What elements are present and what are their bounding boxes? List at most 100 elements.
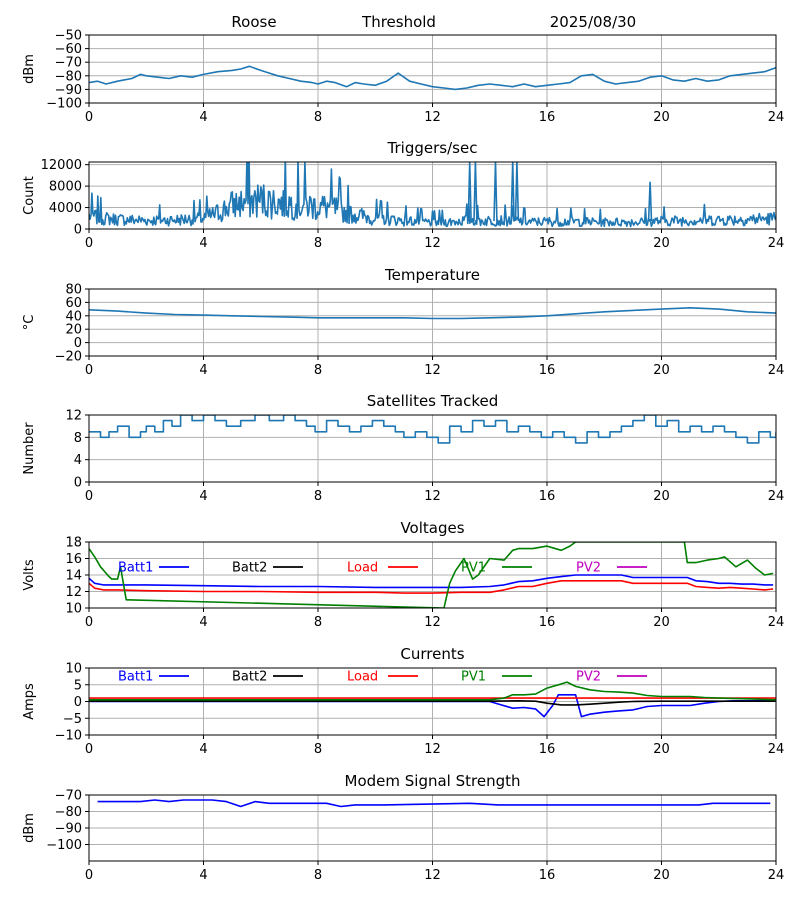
tick-label-x: 8 [314,742,322,757]
tick-label-x: 0 [85,489,93,504]
axis-label-y-satellites: Number [22,422,37,475]
tick-label-x: 8 [314,363,322,378]
panel-satellites: 0 4 8 12 16 20 24 0 4 8 12 Satellites Tracked Number [22,392,784,504]
tick-label-y: 8000 [49,180,82,195]
tick-label-x: 4 [199,868,207,883]
tick-label-y: 4 [74,453,82,468]
tick-label-x: 20 [653,363,670,378]
ticks-modem: 0 4 8 12 16 20 24 −100−90 −80−70 [46,789,784,884]
legend-voltages: Batt1 Batt2 Load PV1 PV2 [118,561,647,576]
ticks-signal: 0 4 8 12 16 20 24 −100−90−80−70−60−50 [46,29,784,126]
tick-label-y: 16 [65,552,82,567]
tick-label-x: 12 [424,615,441,630]
chart-title-temperature: Temperature [384,266,480,284]
tick-label-x: 16 [539,236,556,251]
tick-label-x: 16 [539,615,556,630]
trigger-spike [510,162,515,222]
tick-label-y: 0 [74,336,82,351]
chart-title-satellites: Satellites Tracked [367,392,498,410]
tick-label-y: 40 [65,309,82,324]
trigger-spike [467,162,472,222]
tick-label-y: 80 [65,283,82,298]
header-mode: Threshold [361,13,436,31]
series-line-voltages-load [89,580,774,594]
tick-label-x: 0 [85,615,93,630]
axis-label-y-voltages: Volts [22,559,37,591]
trigger-spike [473,162,478,222]
tick-label-x: 24 [768,615,785,630]
panel-triggers: 0 4 8 12 16 20 24 0 4000 8000 12000 Triggers/sec Cou… [22,139,784,251]
tick-label-x: 20 [653,110,670,125]
series-group-signal [89,65,776,91]
series-group-triggers [89,162,776,228]
tick-label-x: 8 [314,110,322,125]
tick-label-x: 8 [314,615,322,630]
tick-label-y: 0 [74,695,82,710]
ticks-triggers: 0 4 8 12 16 20 24 0 4000 8000 12000 [41,158,785,251]
axis-label-y-modem: dBm [22,813,37,843]
grid-voltages [88,541,777,609]
tick-label-y: −90 [55,83,82,98]
tick-label-y: −90 [55,822,82,837]
tick-label-y: −50 [55,29,82,44]
tick-label-x: 16 [539,489,556,504]
legend-label: Batt2 [232,561,267,576]
chart-title-voltages: Voltages [400,519,464,537]
series-line-triggers-0 [89,162,776,228]
tick-label-x: 24 [768,363,785,378]
figure-header: Roose Threshold 2025/08/30 [231,13,636,31]
tick-label-y: −20 [55,350,82,365]
tick-label-x: 4 [199,236,207,251]
legend-label: Batt1 [118,670,153,685]
tick-label-y: −60 [55,42,82,57]
grid-signal [88,34,777,104]
series-group-currents [89,681,776,718]
series-line-temperature-0 [89,307,776,320]
tick-label-x: 16 [539,363,556,378]
tick-label-x: 0 [85,868,93,883]
tick-label-x: 12 [424,363,441,378]
header-date: 2025/08/30 [550,13,636,31]
chart-title-currents: Currents [400,645,464,663]
tick-label-x: 4 [199,615,207,630]
tick-label-x: 16 [539,110,556,125]
tick-label-y: −70 [55,789,82,804]
tick-label-x: 24 [768,110,785,125]
axis-label-y-signal: dBm [22,54,37,84]
tick-label-x: 24 [768,868,785,883]
tick-label-x: 20 [653,868,670,883]
tick-label-x: 4 [199,742,207,757]
tick-label-y: 14 [65,569,82,584]
tick-label-x: 4 [199,110,207,125]
tick-label-x: 12 [424,742,441,757]
tick-label-x: 4 [199,363,207,378]
tick-label-x: 20 [653,236,670,251]
legend-label: Batt2 [232,670,267,685]
tick-label-y: 12 [65,409,82,424]
axis-label-y-triggers: Count [22,176,37,215]
ticks-satellites: 0 4 8 12 16 20 24 0 4 8 12 [65,409,784,505]
series-line-modem-0 [97,799,771,808]
tick-label-y: −100 [46,838,82,853]
series-line-voltages-batt1 [89,574,774,589]
tick-label-y: 12000 [41,158,82,173]
axis-label-y-currents: Amps [22,683,37,720]
tick-label-x: 24 [768,742,785,757]
tick-label-x: 12 [424,236,441,251]
tick-label-x: 12 [424,110,441,125]
tick-label-x: 0 [85,742,93,757]
tick-label-x: 0 [85,236,93,251]
legend-label: Load [347,561,378,576]
tick-label-y: 10 [65,662,82,677]
trigger-spike [647,181,653,222]
tick-label-x: 12 [424,868,441,883]
legend-currents: Batt1 Batt2 Load PV1 PV2 [118,670,647,685]
header-station: Roose [231,13,276,31]
tick-label-y: 10 [65,602,82,617]
tick-label-x: 20 [653,742,670,757]
